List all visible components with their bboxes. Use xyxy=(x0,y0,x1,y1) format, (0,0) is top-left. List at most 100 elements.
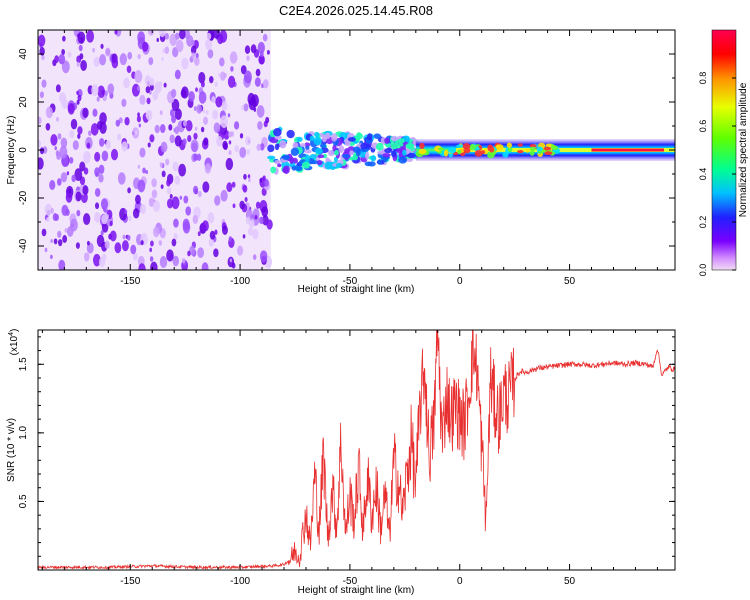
band-blob xyxy=(320,143,327,149)
noise-blob xyxy=(241,105,245,111)
band-blob xyxy=(270,166,277,174)
noise-blob xyxy=(67,51,72,58)
band-blob xyxy=(295,165,303,172)
noise-blob xyxy=(123,77,130,89)
band-blob xyxy=(334,149,339,156)
noise-blob xyxy=(212,109,219,120)
noise-blob xyxy=(228,131,232,138)
noise-blob xyxy=(104,240,110,249)
noise-blob xyxy=(65,208,70,216)
spectrogram-xlabel: Height of straight line (km) xyxy=(298,284,415,295)
noise-blob xyxy=(158,30,166,38)
colorbar-tick-label: 0.4 xyxy=(698,168,708,181)
noise-blob xyxy=(96,121,103,130)
band-peak xyxy=(591,148,665,152)
noise-blob xyxy=(207,212,215,224)
noise-blob xyxy=(121,240,129,252)
noise-blob xyxy=(214,195,221,206)
noise-blob xyxy=(56,116,59,122)
noise-blob xyxy=(164,32,169,40)
noise-blob xyxy=(122,234,126,240)
noise-blob xyxy=(174,135,182,147)
noise-blob xyxy=(140,240,144,246)
y-tick-label: 0.5 xyxy=(18,494,29,508)
noise-blob xyxy=(44,247,48,253)
noise-blob xyxy=(245,216,251,225)
noise-blob xyxy=(174,126,180,135)
y-tick-label: -40 xyxy=(18,238,29,253)
noise-blob xyxy=(223,142,228,150)
noise-blob xyxy=(197,231,201,237)
noise-blob xyxy=(166,198,174,209)
noise-blob xyxy=(202,181,210,193)
noise-blob xyxy=(250,44,257,54)
noise-blob xyxy=(64,157,68,164)
noise-blob xyxy=(263,178,269,187)
noise-blob xyxy=(220,71,226,81)
band-hotspot xyxy=(469,144,476,151)
noise-blob xyxy=(156,37,160,42)
band-blob xyxy=(291,165,297,171)
band-hotspot xyxy=(545,143,552,148)
noise-blob xyxy=(121,141,128,152)
noise-blob xyxy=(45,123,51,131)
y-tick-label: 1.0 xyxy=(18,425,29,439)
band-blob xyxy=(405,143,415,149)
noise-blob xyxy=(110,148,119,161)
band-blob xyxy=(282,154,290,161)
noise-blob xyxy=(61,60,70,74)
band-blob xyxy=(274,159,281,165)
noise-blob xyxy=(181,86,189,99)
noise-blob xyxy=(160,184,164,189)
noise-blob xyxy=(190,45,197,55)
noise-blob xyxy=(181,257,186,264)
band-blob xyxy=(332,144,337,152)
noise-blob xyxy=(49,179,56,191)
noise-blob xyxy=(58,53,66,65)
band-blob xyxy=(347,137,356,142)
noise-blob xyxy=(38,157,44,170)
noise-blob xyxy=(124,116,130,126)
noise-blob xyxy=(169,193,173,199)
noise-blob xyxy=(117,172,126,185)
noise-blob xyxy=(185,120,193,132)
noise-blob xyxy=(93,56,100,67)
band-blob xyxy=(398,156,408,164)
band-blob xyxy=(366,133,373,141)
band-blob xyxy=(299,143,306,147)
noise-blob xyxy=(50,254,53,259)
noise-blob xyxy=(254,77,261,87)
colorbar-tick-label: 0.8 xyxy=(698,72,708,85)
noise-blob xyxy=(227,113,231,118)
spectral-band xyxy=(267,126,675,175)
spectrogram-x-axis: -150 -100 -50 0 50 xyxy=(41,30,658,287)
band-blob xyxy=(304,149,312,154)
noise-blob xyxy=(77,94,82,102)
noise-blob xyxy=(174,175,181,185)
noise-blob xyxy=(124,209,128,214)
noise-blob xyxy=(150,240,154,247)
noise-blob xyxy=(166,187,172,195)
noise-blob xyxy=(75,242,80,249)
band-blob xyxy=(327,149,335,157)
noise-blob xyxy=(86,142,91,149)
colorbar-ticks: 0.0 0.2 0.4 0.6 0.8 xyxy=(698,72,736,276)
noise-blob xyxy=(99,138,105,147)
colorbar-tick-label: 0.2 xyxy=(698,216,708,229)
figure-title: C2E4.2026.025.14.45.R08 xyxy=(279,3,433,18)
noise-blob xyxy=(213,248,219,258)
noise-blob xyxy=(96,96,100,102)
noise-blob xyxy=(137,31,146,44)
noise-blob xyxy=(142,41,149,52)
colorbar-tick-label: 0.6 xyxy=(698,120,708,133)
noise-blob xyxy=(99,112,107,125)
noise-blob xyxy=(149,247,153,253)
band-hotspot xyxy=(529,143,537,148)
band-hotspot xyxy=(543,146,552,151)
noise-blob xyxy=(101,253,107,261)
noise-blob xyxy=(90,123,99,136)
noise-blob xyxy=(39,91,44,99)
noise-blob xyxy=(247,174,251,179)
noise-blob xyxy=(244,45,251,54)
band-hotspot xyxy=(438,147,443,151)
